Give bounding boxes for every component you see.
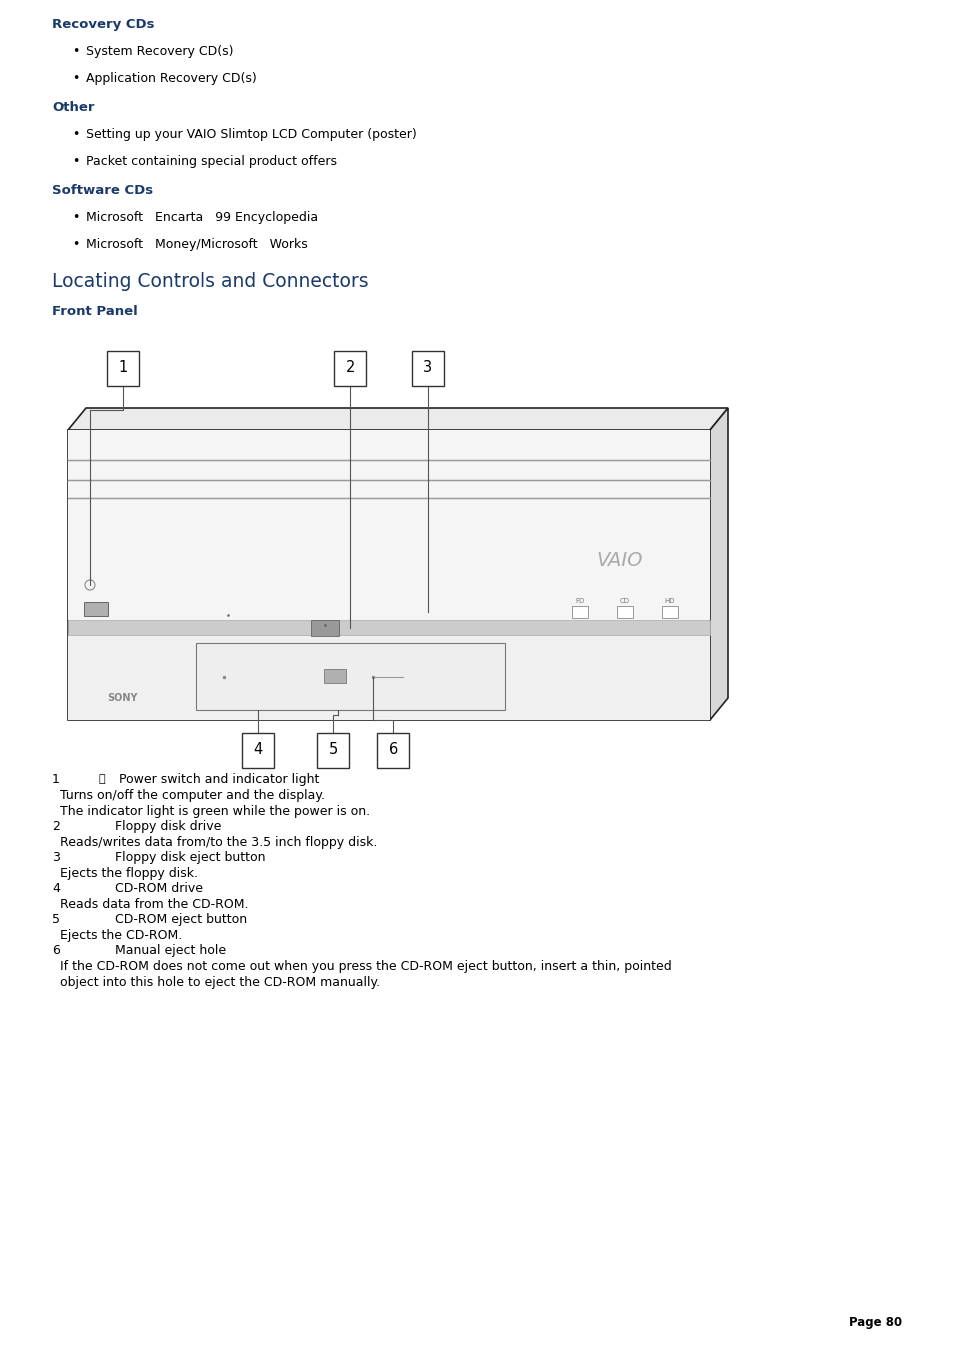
Text: SONY: SONY	[108, 693, 138, 703]
Text: 3: 3	[52, 851, 60, 865]
Text: 1: 1	[118, 361, 128, 376]
Text: Floppy disk eject button: Floppy disk eject button	[115, 851, 265, 865]
Text: Reads/writes data from/to the 3.5 inch floppy disk.: Reads/writes data from/to the 3.5 inch f…	[60, 836, 377, 848]
Text: VAIO: VAIO	[597, 550, 642, 570]
Text: 2: 2	[345, 361, 355, 376]
Text: Power switch and indicator light: Power switch and indicator light	[115, 773, 319, 786]
Polygon shape	[68, 430, 709, 620]
FancyBboxPatch shape	[84, 603, 108, 616]
FancyBboxPatch shape	[107, 350, 139, 385]
Text: FD: FD	[575, 598, 584, 604]
Text: Ejects the CD-ROM.: Ejects the CD-ROM.	[60, 929, 182, 942]
Text: 3: 3	[422, 361, 432, 376]
Text: Setting up your VAIO Slimtop LCD Computer (poster): Setting up your VAIO Slimtop LCD Compute…	[86, 128, 416, 141]
Text: Manual eject hole: Manual eject hole	[115, 944, 226, 957]
Text: •: •	[71, 128, 79, 141]
Text: Software CDs: Software CDs	[52, 184, 153, 197]
FancyBboxPatch shape	[242, 732, 274, 767]
Text: 4: 4	[253, 743, 262, 758]
Text: 4: 4	[52, 882, 60, 894]
Text: HD: HD	[664, 598, 675, 604]
FancyBboxPatch shape	[196, 643, 504, 711]
FancyBboxPatch shape	[617, 607, 633, 617]
Text: CD-ROM drive: CD-ROM drive	[115, 882, 203, 894]
Text: •: •	[71, 238, 79, 251]
Text: CD: CD	[619, 598, 629, 604]
Text: •: •	[71, 155, 79, 168]
Text: •: •	[71, 72, 79, 85]
Text: ⏻: ⏻	[99, 774, 106, 784]
Text: Locating Controls and Connectors: Locating Controls and Connectors	[52, 272, 368, 290]
Text: Microsoft   Money/Microsoft   Works: Microsoft Money/Microsoft Works	[86, 238, 308, 251]
Text: 6: 6	[388, 743, 397, 758]
Text: System Recovery CD(s): System Recovery CD(s)	[86, 45, 233, 58]
Text: Other: Other	[52, 101, 94, 113]
Text: •: •	[71, 211, 79, 224]
FancyBboxPatch shape	[376, 732, 409, 767]
Text: Turns on/off the computer and the display.: Turns on/off the computer and the displa…	[60, 789, 325, 802]
Text: Packet containing special product offers: Packet containing special product offers	[86, 155, 336, 168]
Text: Front Panel: Front Panel	[52, 305, 137, 317]
Polygon shape	[68, 430, 709, 720]
Text: Ejects the floppy disk.: Ejects the floppy disk.	[60, 867, 198, 880]
Text: If the CD-ROM does not come out when you press the CD-ROM eject button, insert a: If the CD-ROM does not come out when you…	[60, 961, 671, 973]
Text: 1: 1	[52, 773, 60, 786]
Text: CD-ROM eject button: CD-ROM eject button	[115, 913, 247, 925]
Text: Page 80: Page 80	[848, 1316, 901, 1329]
Text: Microsoft   Encarta   99 Encyclopedia: Microsoft Encarta 99 Encyclopedia	[86, 211, 317, 224]
FancyBboxPatch shape	[661, 607, 678, 617]
Text: object into this hole to eject the CD-ROM manually.: object into this hole to eject the CD-RO…	[60, 975, 379, 989]
Text: 2: 2	[52, 820, 60, 834]
Polygon shape	[68, 635, 709, 720]
FancyBboxPatch shape	[411, 350, 443, 385]
Text: 6: 6	[52, 944, 60, 957]
FancyBboxPatch shape	[316, 732, 349, 767]
FancyBboxPatch shape	[572, 607, 587, 617]
Text: Floppy disk drive: Floppy disk drive	[115, 820, 221, 834]
Text: The indicator light is green while the power is on.: The indicator light is green while the p…	[60, 805, 370, 817]
Polygon shape	[709, 408, 727, 720]
Text: •: •	[71, 45, 79, 58]
Text: Application Recovery CD(s): Application Recovery CD(s)	[86, 72, 256, 85]
Polygon shape	[68, 620, 709, 635]
FancyBboxPatch shape	[335, 350, 366, 385]
FancyBboxPatch shape	[311, 620, 338, 635]
Text: 5: 5	[328, 743, 337, 758]
Text: 5: 5	[52, 913, 60, 925]
Text: Reads data from the CD-ROM.: Reads data from the CD-ROM.	[60, 898, 248, 911]
FancyBboxPatch shape	[324, 669, 346, 682]
Text: Recovery CDs: Recovery CDs	[52, 18, 154, 31]
Polygon shape	[68, 408, 727, 430]
